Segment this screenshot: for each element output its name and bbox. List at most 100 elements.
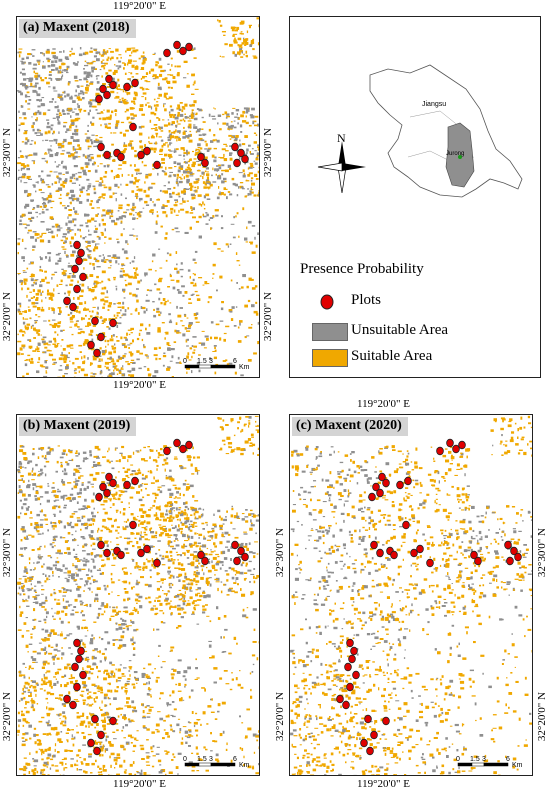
scale-tick-label: 6: [233, 756, 237, 763]
coord-bottom-c: 119°20'0" E: [357, 778, 410, 790]
province-label: Jiangsu: [422, 101, 447, 108]
scale-tick-label: 3: [482, 756, 486, 763]
plot-marker: [446, 438, 454, 448]
plot-marker: [173, 438, 181, 448]
plot-marker: [129, 520, 137, 530]
inset-canvas: [317, 64, 523, 198]
coord-bottom-a: 119°20'0" E: [113, 379, 166, 391]
plot-marker: [402, 520, 410, 530]
plot-marker: [87, 340, 95, 350]
plot-marker: [71, 662, 79, 672]
plot-marker: [364, 714, 372, 724]
plot-marker: [201, 556, 209, 566]
plot-marker: [474, 556, 482, 566]
plot-marker: [137, 150, 145, 160]
plot-marker: [360, 738, 368, 748]
scale-tick-label: 1.5: [197, 358, 207, 365]
plot-marker: [163, 48, 171, 58]
plot-marker: [201, 158, 209, 168]
coord-bottom-b: 119°20'0" E: [113, 778, 166, 790]
plot-marker: [95, 492, 103, 502]
scale-tick-label: 0: [183, 358, 187, 365]
scale-unit-label: Km: [239, 364, 250, 371]
plot-marker: [237, 546, 245, 556]
unsuitable-swatch: [312, 323, 348, 341]
scale-tick-label: 3: [209, 358, 213, 365]
plot-marker: [99, 482, 107, 492]
plot-marker: [237, 148, 245, 158]
plot-marker: [123, 82, 131, 92]
plot-marker: [350, 646, 358, 656]
plot-marker: [470, 550, 478, 560]
plot-marker: [71, 264, 79, 274]
plot-marker: [77, 248, 85, 258]
plot-marker: [368, 492, 376, 502]
plot-marker: [390, 550, 398, 560]
coord-top-c: 119°20'0" E: [357, 398, 410, 410]
plot-marker: [514, 552, 522, 562]
plot-marker: [105, 472, 113, 482]
legend-label-suitable: Suitable Area: [351, 348, 433, 364]
plot-marker: [510, 546, 518, 556]
plot-marker: [63, 296, 71, 306]
plot-marker: [117, 550, 125, 560]
suitable-swatch: [312, 349, 348, 367]
jiangsu-outline: [369, 64, 523, 198]
plot-marker: [109, 80, 117, 90]
coord-left-c-20: 32°20'0" N: [274, 692, 286, 742]
plot-marker: [185, 42, 193, 52]
plot-marker: [95, 94, 103, 104]
plot-marker: [426, 558, 434, 568]
plot-marker: [103, 90, 111, 100]
plot-marker: [396, 480, 404, 490]
coord-top-a: 119°20'0" E: [113, 0, 166, 12]
plot-marker: [352, 670, 360, 680]
plot-marker: [231, 540, 239, 550]
plot-marker: [63, 694, 71, 704]
north-label: N: [337, 131, 346, 145]
plot-marker: [137, 548, 145, 558]
plot-marker: [73, 638, 81, 648]
legend-label-plots: Plots: [351, 292, 382, 308]
plot-marker: [372, 482, 380, 492]
plot-marker: [77, 646, 85, 656]
plot-marker: [382, 478, 390, 488]
plot-marker: [97, 142, 105, 152]
plot-marker: [197, 550, 205, 560]
plot-marker: [97, 332, 105, 342]
county-label: Jurong: [446, 151, 465, 157]
plot-marker: [179, 444, 187, 454]
plot-marker: [105, 74, 113, 84]
legend-label-unsuitable: Unsuitable Area: [351, 322, 449, 338]
panel-title-a: (a) Maxent (2018): [19, 19, 136, 38]
coord-right-c-30: 32°30'0" N: [536, 528, 548, 578]
plot-marker: [346, 682, 354, 692]
plot-marker: [504, 540, 512, 550]
plot-marker: [73, 240, 81, 250]
map-canvas-a: 0 1.5 3 6Km: [17, 17, 259, 377]
plot-marker: [197, 152, 205, 162]
plot-marker: [376, 488, 384, 498]
plot-marker: [153, 160, 161, 170]
plot-marker: [79, 272, 87, 282]
plot-marker: [123, 480, 131, 490]
plot-marker: [376, 548, 384, 558]
plot-marker: [73, 284, 81, 294]
plot-marker: [79, 670, 87, 680]
plot-marker: [97, 730, 105, 740]
coord-right-a-20: 32°20'0" N: [262, 292, 274, 342]
scale-tick-label: 3: [209, 756, 213, 763]
scale-bar: 0 1.5 3 6Km: [456, 756, 523, 769]
map-panel-b: 0 1.5 3 6 Km (b) Maxent (2019): [16, 414, 260, 776]
coord-left-a-30: 32°30'0" N: [1, 128, 13, 178]
plot-marker: [75, 654, 83, 664]
coord-left-b-30: 32°30'0" N: [1, 528, 13, 578]
scale-tick-label: 1.5: [470, 756, 480, 763]
scale-bar: 0 1.5 3 6Km: [183, 756, 250, 769]
plot-marker: [370, 540, 378, 550]
plot-marker: [163, 446, 171, 456]
plot-marker: [109, 716, 117, 726]
scale-tick-label: 0: [183, 756, 187, 763]
plot-marker: [93, 348, 101, 358]
